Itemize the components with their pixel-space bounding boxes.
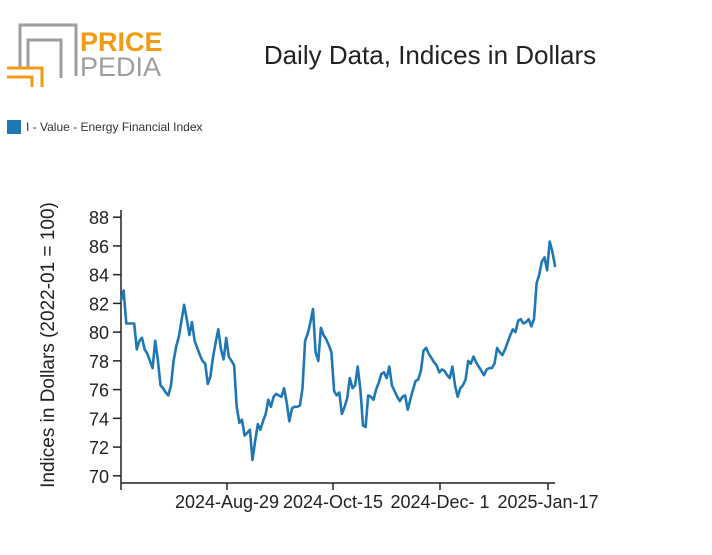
logo-text-pedia: PEDIA — [80, 52, 161, 82]
y-tick-label: 82 — [89, 294, 109, 314]
x-tick-label: 2024-Oct-15 — [283, 492, 383, 512]
legend-label: I - Value - Energy Financial Index — [26, 120, 203, 134]
series-layer — [119, 240, 557, 462]
legend-swatch — [7, 120, 21, 134]
x-tick-label: 2024-Dec- 1 — [390, 492, 489, 512]
y-tick-label: 86 — [89, 237, 109, 257]
legend[interactable]: I - Value - Energy Financial Index — [7, 118, 203, 136]
y-axis-title: Indices in Dollars (2022-01 = 100) — [38, 202, 59, 488]
y-tick-label: 80 — [89, 323, 109, 343]
y-axis: 70 72 74 76 78 80 82 84 86 88 — [89, 208, 122, 487]
y-tick-label: 74 — [89, 409, 109, 429]
logo-text-price: PRICE — [80, 27, 163, 57]
x-axis: 2024-Aug-29 2024-Oct-15 2024-Dec- 1 2025-Ja… — [120, 482, 599, 512]
y-tick-label: 76 — [89, 381, 109, 401]
y-tick-label: 72 — [89, 438, 109, 458]
y-tick-label: 70 — [89, 467, 109, 487]
series-line — [119, 240, 557, 462]
x-tick-label: 2025-Jan-17 — [497, 492, 598, 512]
y-tick-label: 78 — [89, 352, 109, 372]
x-tick-label: 2024-Aug-29 — [175, 492, 279, 512]
pricepedia-logo: PRICE PEDIA — [7, 23, 163, 87]
y-tick-label: 84 — [89, 266, 109, 286]
logo-mark — [7, 23, 78, 87]
chart-title: Daily Data, Indices in Dollars — [263, 40, 597, 70]
y-tick-label: 88 — [89, 208, 109, 228]
